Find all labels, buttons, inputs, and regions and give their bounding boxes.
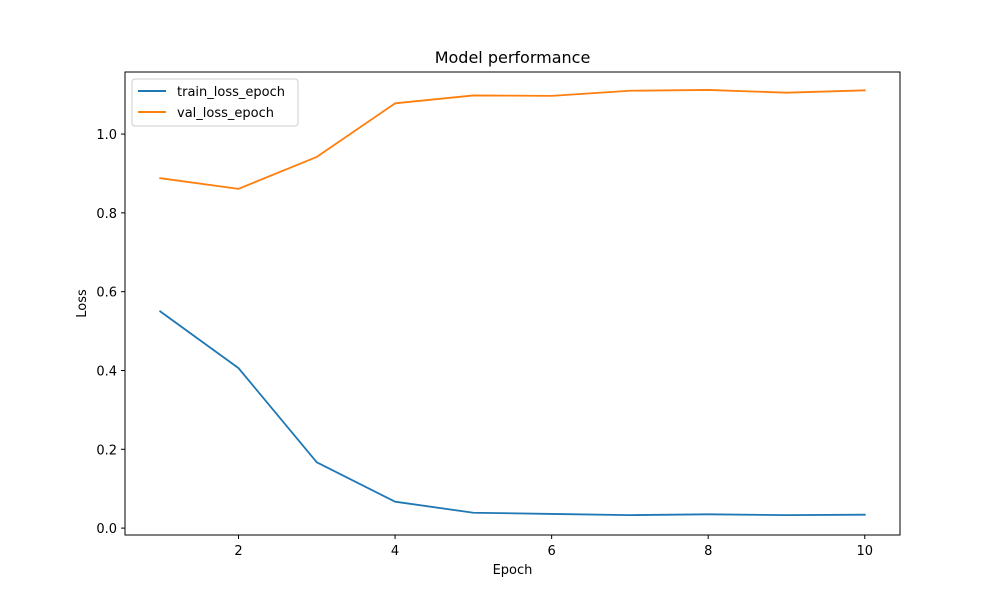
chart-title: Model performance [435, 48, 591, 67]
x-tick-label: 2 [234, 544, 242, 559]
x-tick-label: 6 [548, 544, 556, 559]
y-axis-label: Loss [75, 289, 90, 318]
series-line-val [159, 89, 866, 190]
axes-frame [124, 71, 901, 536]
x-tick-label: 4 [391, 544, 399, 559]
y-axis-ticks: 0.0 0.2 0.4 0.6 0.8 1.0 [96, 128, 125, 537]
y-tick-label: 0.0 [96, 522, 117, 537]
series-lines [158, 89, 866, 516]
y-tick-label: 0.8 [96, 207, 117, 222]
legend-box [131, 78, 299, 127]
series-line-train [158, 310, 866, 516]
x-axis-ticks: 2 4 6 8 10 [234, 535, 873, 559]
legend: train_loss_epoch val_loss_epoch [131, 78, 299, 127]
x-tick-label: 10 [856, 544, 873, 559]
legend-label-val: val_loss_epoch [177, 106, 274, 121]
legend-label-train: train_loss_epoch [177, 85, 285, 100]
x-tick-label: 8 [704, 544, 712, 559]
y-tick-label: 0.4 [96, 364, 117, 379]
y-tick-label: 0.2 [96, 443, 117, 458]
x-axis-label: Epoch [493, 563, 533, 578]
y-tick-label: 1.0 [96, 128, 117, 143]
y-tick-label: 0.6 [96, 286, 117, 301]
